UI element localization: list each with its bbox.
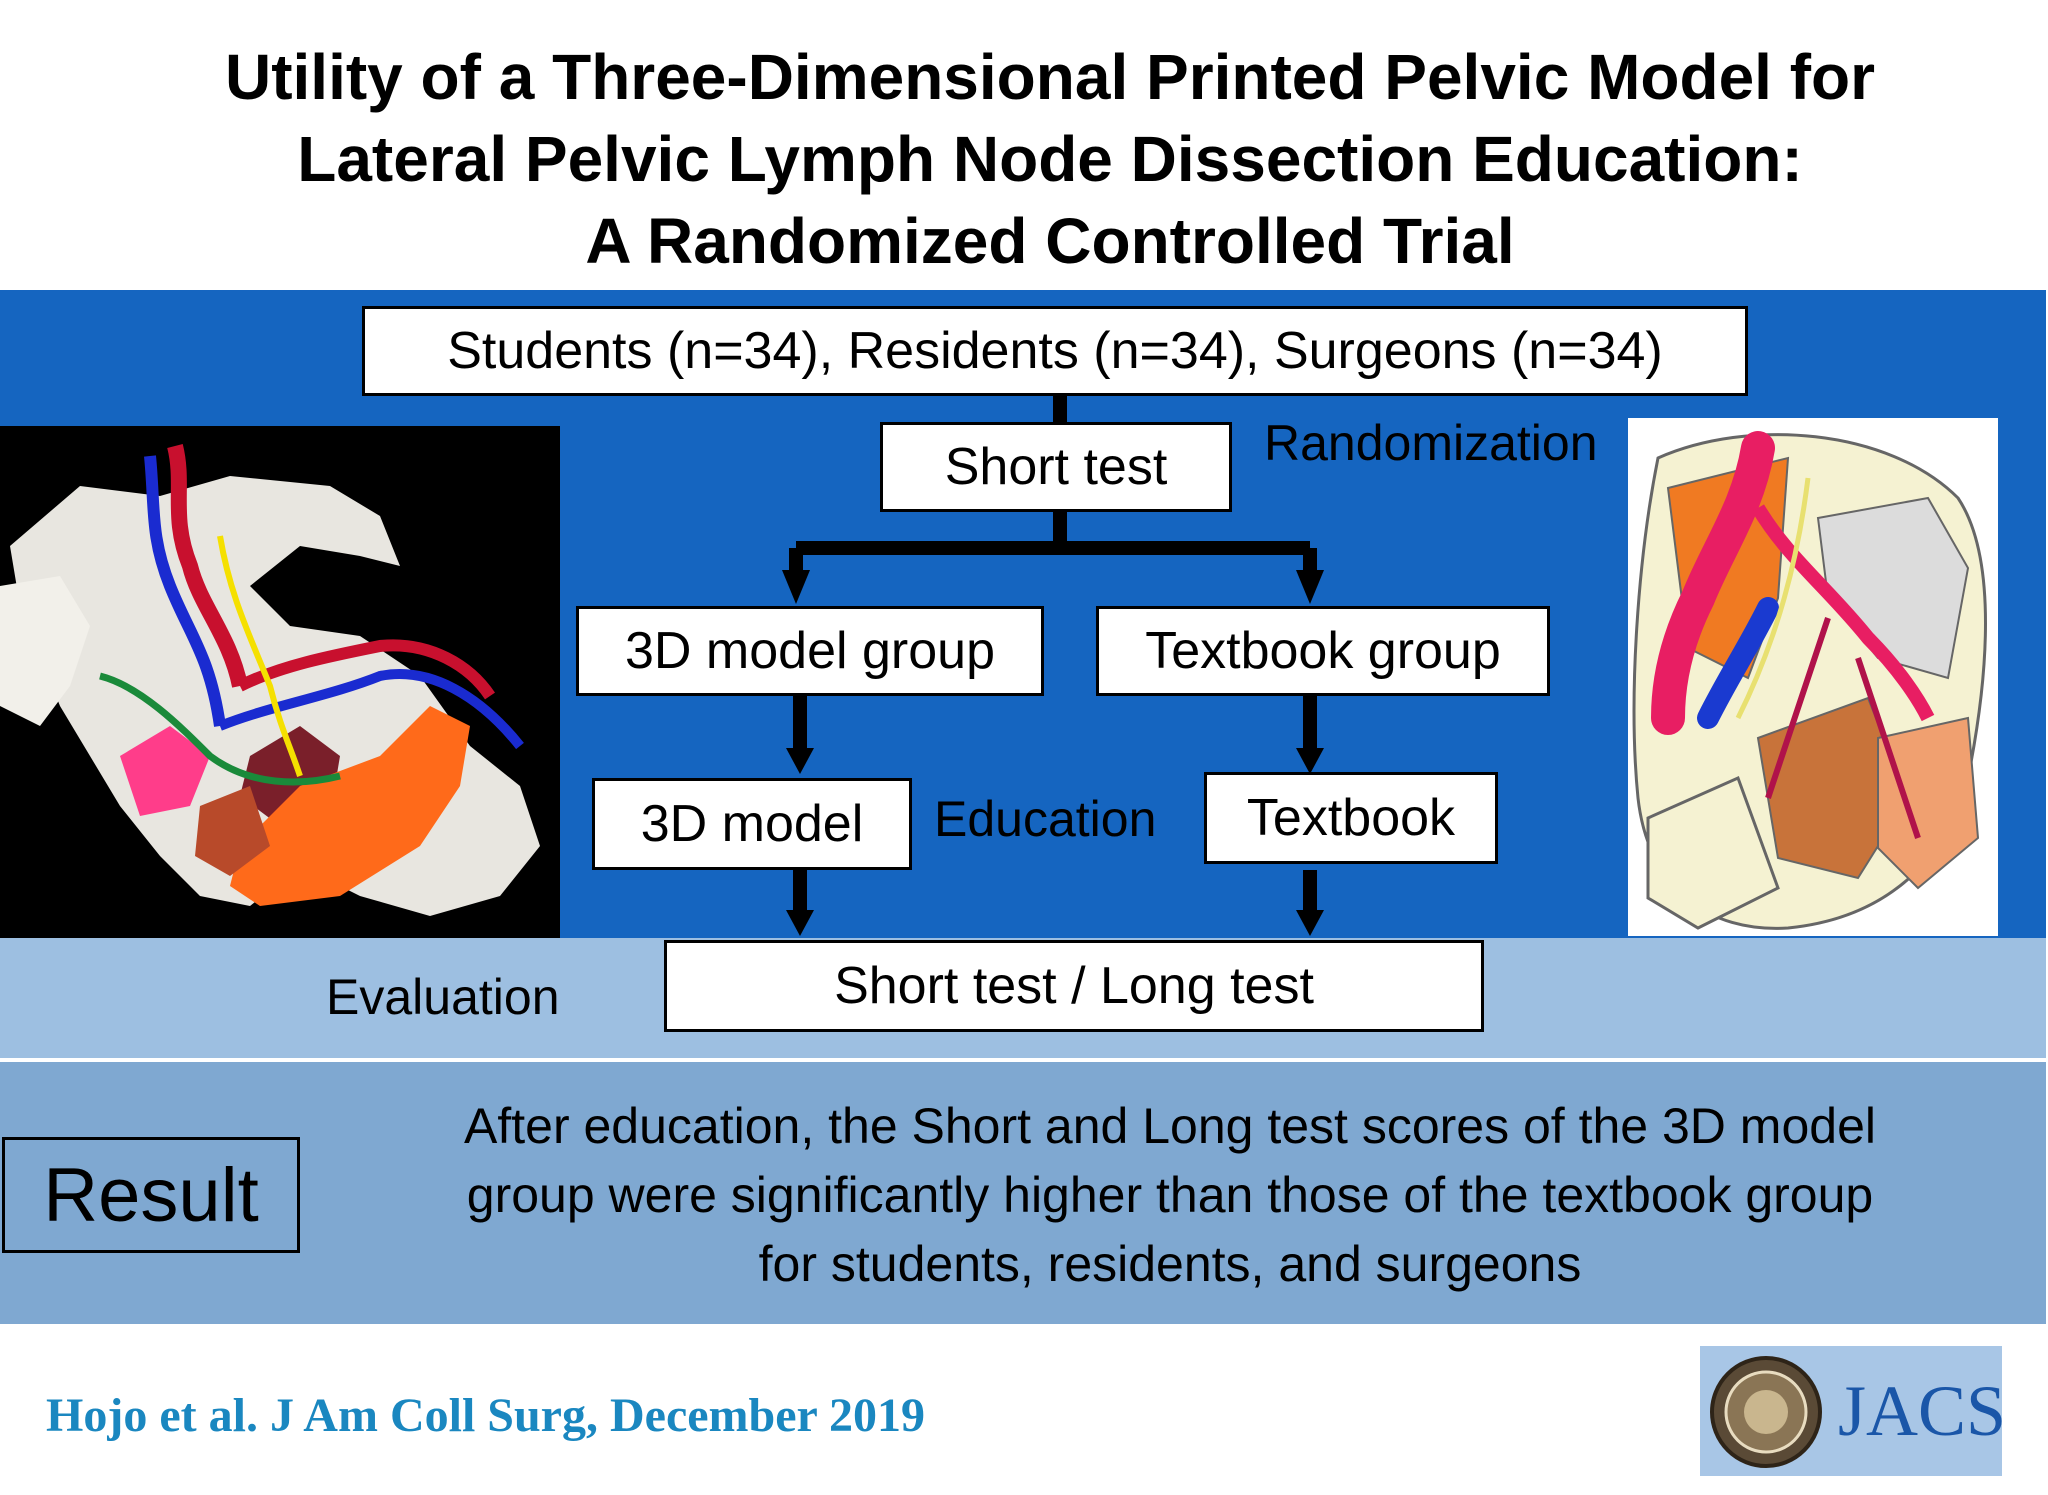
evaluation-box: Short test / Long test [664, 940, 1484, 1032]
title-line-1: Utility of a Three-Dimensional Printed P… [224, 41, 1876, 113]
group-3d-model-text: 3D model group [625, 622, 995, 680]
randomization-label: Randomization [1264, 415, 1598, 471]
journal-logo-text: JACS [1838, 1371, 2007, 1451]
title-line-3: A Randomized Controlled Trial [585, 205, 1515, 277]
result-label: Result [43, 1152, 259, 1238]
education-textbook-text: Textbook [1246, 789, 1456, 847]
education-3d-model-text: 3D model [640, 795, 864, 853]
participants-box: Students (n=34), Residents (n=34), Surge… [362, 306, 1748, 396]
pelvic-anatomy-illustration [1628, 418, 1998, 936]
education-label: Education [934, 791, 1157, 847]
journal-logo-panel [1700, 1346, 2002, 1476]
result-line-3: for students, residents, and surgeons [758, 1236, 1582, 1292]
group-textbook-text: Textbook group [1145, 622, 1501, 680]
result-line-1: After education, the Short and Long test… [464, 1098, 1876, 1154]
result-line-2: group were significantly higher than tho… [466, 1167, 1874, 1223]
group-textbook-box: Textbook group [1096, 606, 1550, 696]
college-seal-icon [1710, 1356, 1822, 1468]
short-test-text: Short test [944, 438, 1168, 496]
result-band [0, 1062, 2046, 1324]
participants-text: Students (n=34), Residents (n=34), Surge… [447, 322, 1663, 380]
pelvic-model-photo [0, 426, 560, 938]
evaluation-label: Evaluation [326, 969, 560, 1025]
result-summary: After education, the Short and Long test… [340, 1092, 2000, 1299]
evaluation-text: Short test / Long test [834, 957, 1314, 1015]
short-test-box: Short test [880, 422, 1232, 512]
result-label-box: Result [2, 1137, 300, 1253]
page-title: Utility of a Three-Dimensional Printed P… [0, 36, 2048, 282]
education-3d-model-box: 3D model [592, 778, 912, 870]
group-3d-model-box: 3D model group [576, 606, 1044, 696]
title-line-2: Lateral Pelvic Lymph Node Dissection Edu… [297, 123, 1803, 195]
citation: Hojo et al. J Am Coll Surg, December 201… [46, 1389, 925, 1442]
education-textbook-box: Textbook [1204, 772, 1498, 864]
